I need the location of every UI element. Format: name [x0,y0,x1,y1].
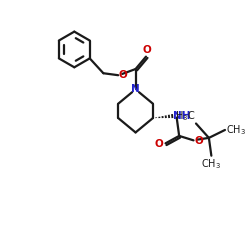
Text: CH$_3$: CH$_3$ [201,157,221,171]
Text: O: O [142,45,151,55]
Text: O: O [155,139,164,149]
Text: CH$_3$: CH$_3$ [226,123,246,137]
Text: H$_3$C: H$_3$C [175,109,195,122]
Text: O: O [194,136,203,145]
Text: O: O [119,70,128,80]
Text: NH: NH [173,111,191,121]
Text: N: N [131,84,140,94]
